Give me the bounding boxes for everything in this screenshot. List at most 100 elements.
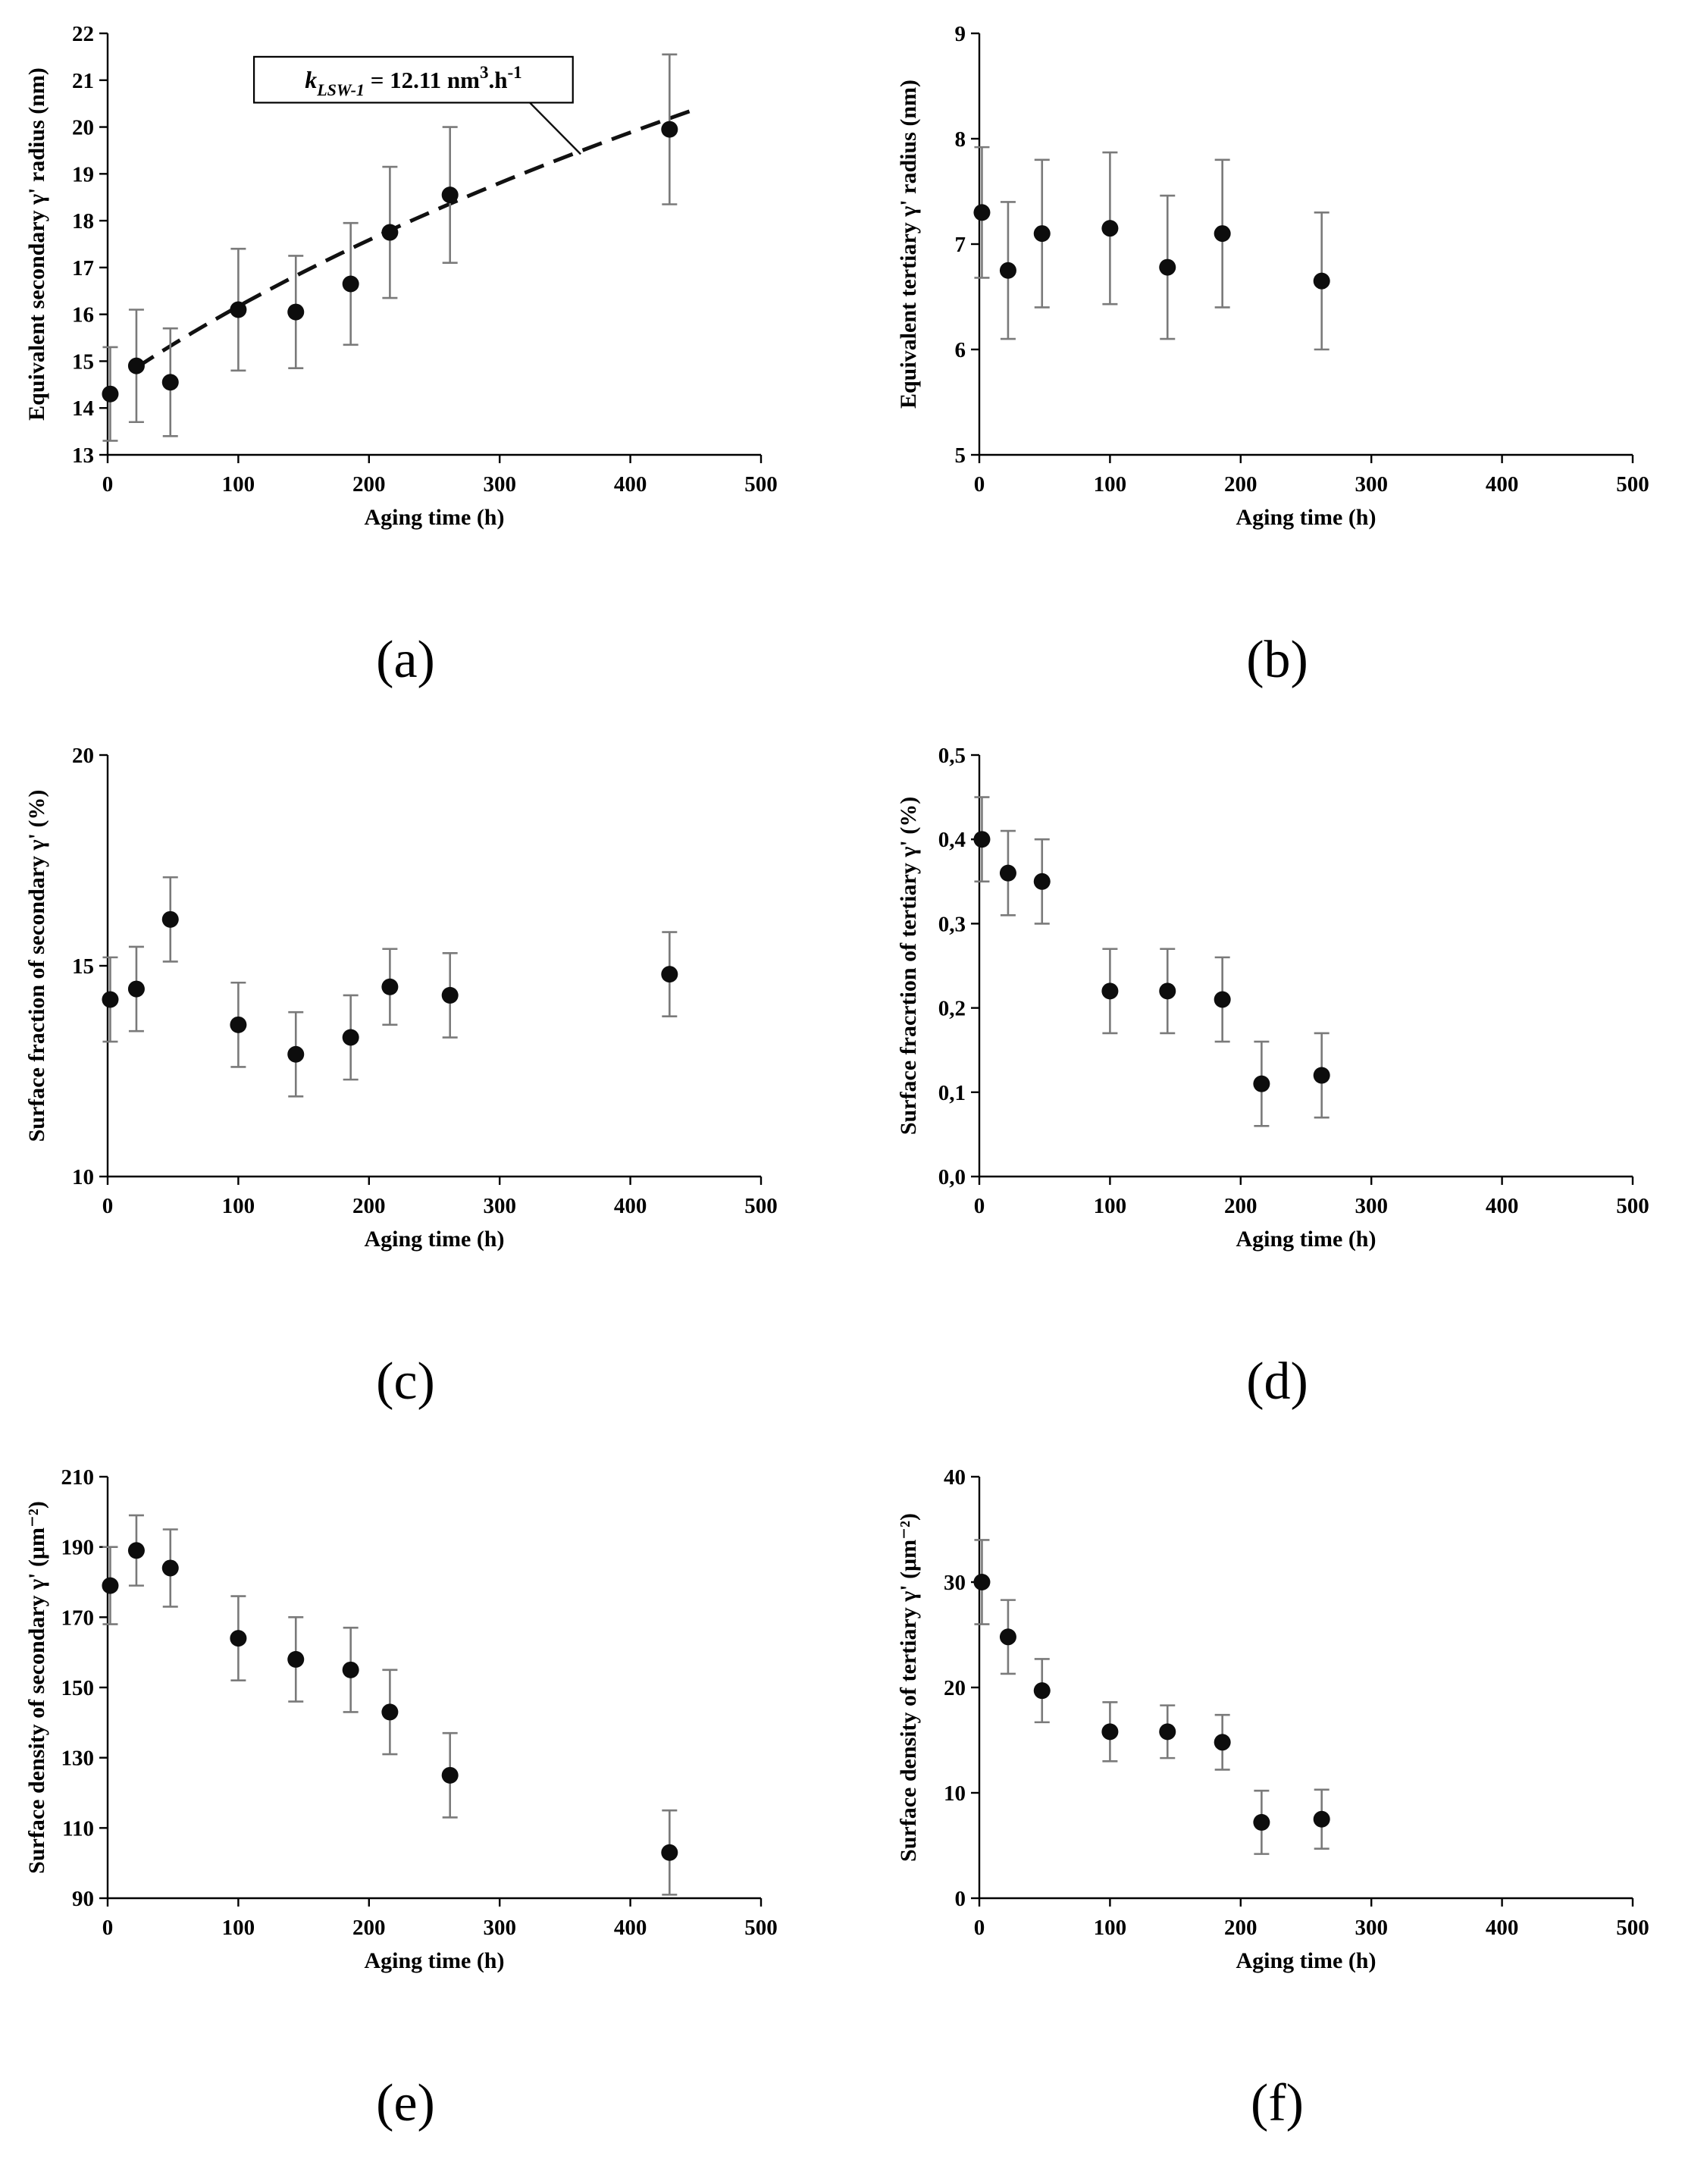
data-point <box>127 357 145 374</box>
x-tick-label: 0 <box>102 1916 114 1940</box>
panel-e: 90 110 130 150 170 190 210 0 100 200 300 400 500 Agin… <box>23 1457 788 2179</box>
x-tick-label: 0 <box>974 1194 985 1218</box>
y-tick-label: 0 <box>955 1887 966 1911</box>
data-point <box>1033 225 1051 243</box>
data-point <box>973 831 991 848</box>
panel-label-a: (a) <box>376 631 435 689</box>
x-tick-label: 0 <box>974 472 985 497</box>
x-axis-label: Aging time (h) <box>1236 1227 1377 1252</box>
panel-label-d: (d) <box>1246 1352 1308 1411</box>
panel-d: 0,0 0,1 0,2 0,3 0,4 0,5 0 100 200 300 400 500 Aging … <box>894 735 1660 1457</box>
data-point <box>1313 272 1330 290</box>
x-tick-label: 100 <box>222 1194 255 1218</box>
data-point <box>342 275 359 293</box>
y-tick-label: 0,0 <box>938 1165 966 1189</box>
data-point <box>381 1703 399 1721</box>
y-tick-label: 10 <box>72 1165 94 1189</box>
x-tick-label: 200 <box>352 1194 386 1218</box>
x-tick-label: 300 <box>1355 1194 1388 1218</box>
chart-secondary-radius: 13 14 15 16 17 18 19 20 21 22 0 100 200 300 400 500 kLSW… <box>23 14 788 544</box>
y-tick-label: 190 <box>61 1536 95 1560</box>
data-point <box>102 991 119 1008</box>
chart-svg: 13 14 15 16 17 18 19 20 21 22 0 100 200 300 400 500 kLSW… <box>24 22 778 530</box>
x-tick-label: 0 <box>102 472 114 497</box>
data-series <box>973 1574 1330 1831</box>
x-tick-label: 200 <box>352 1916 386 1940</box>
y-tick-label: 0,4 <box>938 828 966 852</box>
y-tick-label: 15 <box>72 349 94 374</box>
error-bars <box>974 146 1330 351</box>
data-series <box>102 121 678 403</box>
y-tick-label: 10 <box>944 1781 966 1806</box>
data-point <box>1253 1075 1270 1092</box>
x-tick-label: 400 <box>1486 472 1519 497</box>
chart-svg: 90 110 130 150 170 190 210 0 100 200 300 400 500 Agin… <box>24 1465 778 1973</box>
error-bars <box>974 1539 1330 1855</box>
data-point <box>127 1542 145 1559</box>
data-point <box>381 224 399 241</box>
axes <box>971 754 1634 1185</box>
data-point <box>161 374 179 391</box>
y-tick-label: 22 <box>72 22 94 46</box>
error-bars <box>974 796 1330 1127</box>
data-series <box>102 910 678 1063</box>
y-tick-label: 6 <box>955 338 966 362</box>
y-tick-label: 13 <box>72 443 94 468</box>
x-tick-label: 400 <box>1486 1194 1519 1218</box>
y-tick-label: 17 <box>72 256 94 280</box>
y-axis-label: Surface density of secondary γ' (μm⁻²) <box>24 1501 49 1874</box>
data-point <box>1101 982 1119 1000</box>
y-tick-label: 19 <box>72 162 94 186</box>
data-point <box>1159 259 1176 276</box>
data-point <box>999 864 1016 882</box>
panel-f: 0 10 20 30 40 0 100 200 300 400 500 Aging time (h) S… <box>894 1457 1660 2179</box>
x-tick-label: 100 <box>222 1916 255 1940</box>
y-tick-label: 15 <box>72 954 94 979</box>
data-point <box>1159 1723 1176 1741</box>
annotation-text: kLSW-1 = 12.11 nm3.h-1 <box>305 63 521 99</box>
x-tick-label: 500 <box>744 472 778 497</box>
x-tick-label: 200 <box>1224 472 1257 497</box>
y-tick-label: 20 <box>944 1676 966 1700</box>
data-series <box>102 1542 678 1861</box>
axes <box>99 1475 763 1907</box>
data-point <box>1101 1723 1119 1741</box>
x-tick-label: 400 <box>614 1916 647 1940</box>
axes <box>99 754 763 1185</box>
x-tick-label: 300 <box>483 472 516 497</box>
x-tick-label: 200 <box>1224 1916 1257 1940</box>
chart-tertiary-surface-fraction: 0,0 0,1 0,2 0,3 0,4 0,5 0 100 200 300 400 500 Aging … <box>894 735 1660 1266</box>
data-point <box>287 303 305 321</box>
error-bars <box>102 53 678 442</box>
panel-b: 5 6 7 8 9 0 100 200 300 400 500 Aging time (h) Equiv… <box>894 14 1660 735</box>
data-point <box>1214 1734 1231 1751</box>
y-tick-label: 0,5 <box>938 744 966 768</box>
data-point <box>1159 982 1176 1000</box>
data-point <box>1313 1067 1330 1084</box>
data-point <box>1253 1813 1270 1831</box>
y-tick-label: 20 <box>72 116 94 140</box>
data-point <box>661 966 678 983</box>
panel-a: 13 14 15 16 17 18 19 20 21 22 0 100 200 300 400 500 kLSW… <box>23 14 788 735</box>
annotation-box <box>252 55 574 104</box>
data-point <box>102 385 119 403</box>
x-tick-label: 100 <box>1094 1194 1127 1218</box>
y-axis-label: Equivalent secondary γ' radius (nm) <box>24 67 49 421</box>
chart-secondary-surface-fraction: 10 15 20 0 100 200 300 400 500 Aging time (h) Surf… <box>23 735 788 1266</box>
figure-grid: 13 14 15 16 17 18 19 20 21 22 0 100 200 300 400 500 kLSW… <box>23 14 1685 2179</box>
panel-label-b: (b) <box>1246 631 1308 689</box>
panel-label-c: (c) <box>376 1352 435 1411</box>
y-tick-label: 30 <box>944 1571 966 1595</box>
panel-label-f: (f) <box>1251 2074 1304 2132</box>
y-tick-label: 170 <box>61 1606 95 1630</box>
y-tick-label: 0,3 <box>938 912 966 936</box>
x-tick-label: 400 <box>614 472 647 497</box>
y-tick-label: 150 <box>61 1676 95 1700</box>
data-series <box>973 204 1330 290</box>
x-axis-label: Aging time (h) <box>365 505 505 530</box>
y-tick-label: 18 <box>72 209 94 233</box>
x-tick-label: 100 <box>1094 472 1127 497</box>
annotation-leader <box>528 100 581 155</box>
